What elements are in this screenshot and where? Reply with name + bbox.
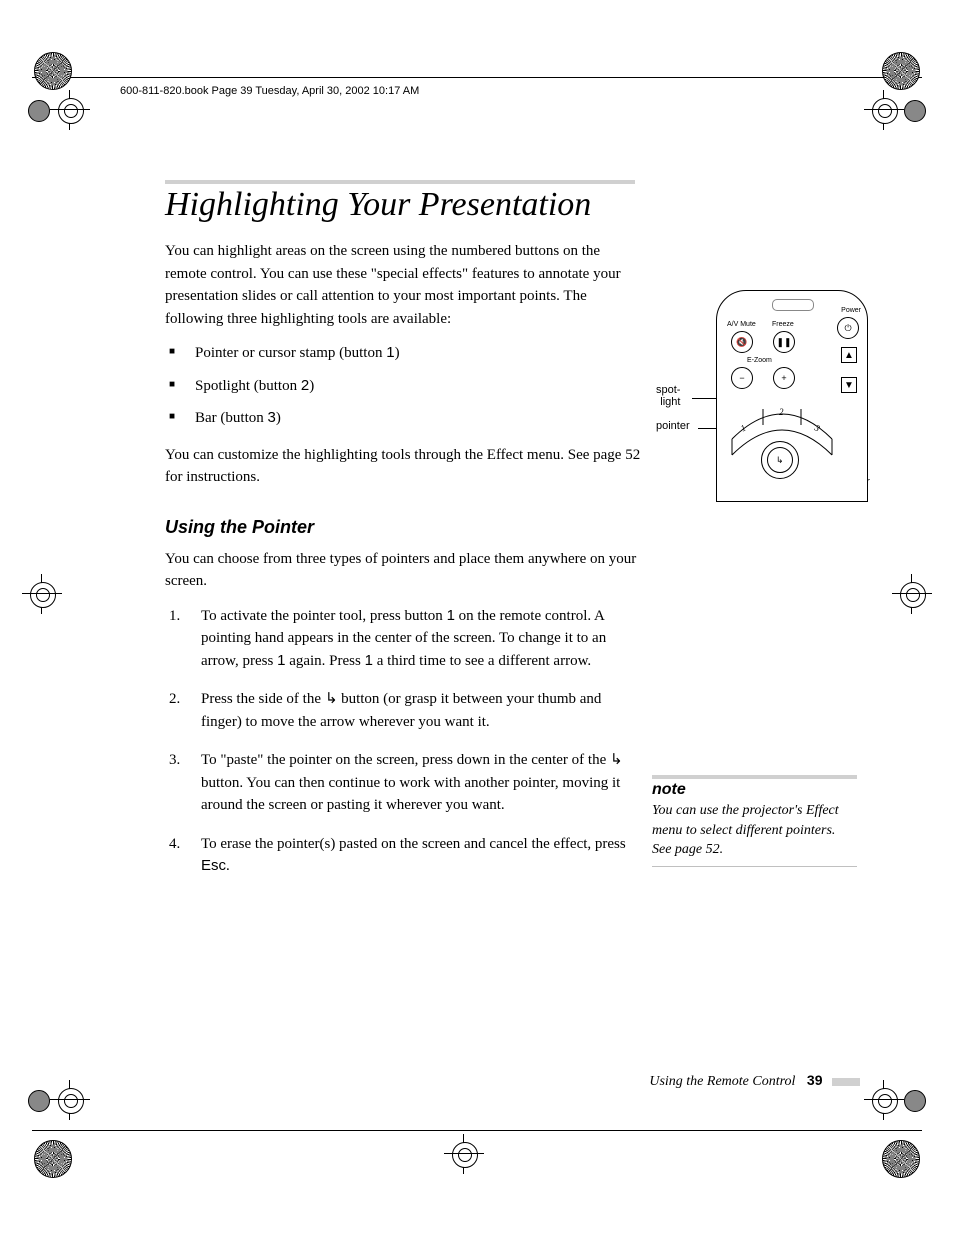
sub-heading: Using the Pointer <box>165 517 645 538</box>
step-text: To erase the pointer(s) pasted on the sc… <box>201 836 626 852</box>
sub-intro: You can choose from three types of point… <box>165 548 645 593</box>
callout-leader <box>698 428 716 429</box>
zoom-in-icon: + <box>773 367 795 389</box>
button-ref: 1 <box>386 344 394 361</box>
page-title: Highlighting Your Presentation <box>165 180 635 224</box>
step-text: Press the side of the <box>201 691 325 707</box>
power-button-icon: ⏻ <box>837 317 859 339</box>
page-footer: Using the Remote Control 39 <box>620 1072 860 1090</box>
crop-rule-top <box>32 77 922 78</box>
step-text: again. Press <box>285 653 364 669</box>
list-item: Bar (button 3) <box>165 407 645 430</box>
freeze-label: Freeze <box>772 321 794 328</box>
footer-accent-bar <box>832 1078 860 1086</box>
enter-icon: ↲ <box>610 749 623 772</box>
crop-rule-bottom <box>32 1130 922 1131</box>
enter-icon: ↲ <box>325 688 338 711</box>
button-ref: 3 <box>268 409 276 426</box>
note-box: note You can use the projector's Effect … <box>652 775 857 867</box>
callout-leader <box>692 398 716 399</box>
callout-spotlight: spot- light <box>656 384 680 408</box>
main-content: Highlighting Your Presentation You can h… <box>165 180 645 894</box>
list-after: ) <box>276 410 281 426</box>
effect-num-2: 2 <box>779 407 784 417</box>
avmute-label: A/V Mute <box>727 321 756 328</box>
step-text: button. You can then continue to work wi… <box>201 775 620 814</box>
crop-mark-icon <box>28 580 88 640</box>
list-text: Spotlight (button <box>195 378 301 394</box>
intro-paragraph: You can highlight areas on the screen us… <box>165 240 645 330</box>
crop-mark-icon <box>28 1090 88 1150</box>
esc-button-ref: Esc <box>201 857 226 874</box>
button-ref: 1 <box>365 652 373 669</box>
step-text: . <box>226 858 230 874</box>
list-text: Pointer or cursor stamp (button <box>195 345 386 361</box>
avmute-button-icon: 🔇 <box>731 331 753 353</box>
list-item: Spotlight (button 2) <box>165 375 645 398</box>
tool-list: Pointer or cursor stamp (button 1) Spotl… <box>165 342 645 430</box>
step-item: To "paste" the pointer on the screen, pr… <box>165 749 645 817</box>
list-item: Pointer or cursor stamp (button 1) <box>165 342 645 365</box>
step-item: To erase the pointer(s) pasted on the sc… <box>165 833 645 878</box>
power-label: Power <box>841 307 861 314</box>
zoom-out-icon: − <box>731 367 753 389</box>
crop-mark-icon <box>866 1090 926 1150</box>
page-up-icon: ▲ <box>841 347 857 363</box>
step-text: To "paste" the pointer on the screen, pr… <box>201 752 610 768</box>
ir-window-icon <box>772 299 814 311</box>
remote-body: Power ⏻ A/V Mute Freeze 🔇 ❚❚ ▲ E-Zoom − … <box>716 290 868 502</box>
button-ref: 2 <box>301 377 309 394</box>
note-title: note <box>652 775 857 799</box>
customize-paragraph: You can customize the highlighting tools… <box>165 444 645 489</box>
crop-mark-icon <box>28 100 88 160</box>
page-number: 39 <box>807 1072 823 1088</box>
list-text: Bar (button <box>195 410 268 426</box>
crop-mark-icon <box>866 580 926 640</box>
step-item: To activate the pointer tool, press butt… <box>165 605 645 673</box>
freeze-button-icon: ❚❚ <box>773 331 795 353</box>
crop-mark-icon <box>866 100 926 160</box>
step-list: To activate the pointer tool, press butt… <box>165 605 645 878</box>
remote-illustration: spot- light pointer bar Power ⏻ A/V Mute… <box>676 290 896 510</box>
page-down-icon: ▼ <box>841 377 857 393</box>
step-text: To activate the pointer tool, press butt… <box>201 608 447 624</box>
running-head: 600-811-820.book Page 39 Tuesday, April … <box>120 85 419 97</box>
list-after: ) <box>309 378 314 394</box>
footer-section: Using the Remote Control <box>649 1074 795 1089</box>
step-text: a third time to see a different arrow. <box>373 653 591 669</box>
step-item: Press the side of the ↲ button (or grasp… <box>165 688 645 733</box>
ezoom-label: E-Zoom <box>747 357 772 364</box>
button-ref: 1 <box>447 607 455 624</box>
callout-pointer: pointer <box>656 420 690 432</box>
enter-button-icon: ↲ <box>761 441 799 479</box>
crop-mark-icon <box>450 1140 510 1200</box>
note-text: You can use the projector's Effect menu … <box>652 801 857 867</box>
list-after: ) <box>395 345 400 361</box>
